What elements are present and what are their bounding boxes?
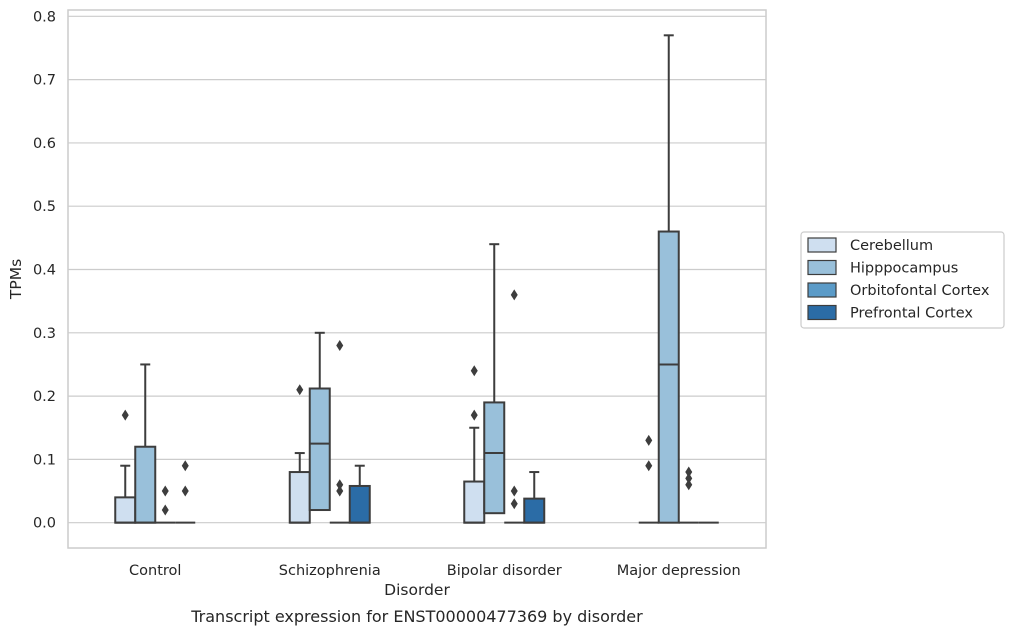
legend-label: Prefrontal Cortex xyxy=(850,306,973,322)
box-hipppocampus xyxy=(308,331,331,512)
box-iqr xyxy=(483,401,506,515)
box-prefrontal-cortex xyxy=(348,464,371,524)
box-iqr xyxy=(134,445,157,524)
x-tick-label: Schizophrenia xyxy=(279,563,381,579)
outlier-point xyxy=(510,289,518,301)
y-axis-ticks: 0.0 0.1 0.2 0.3 0.4 0.5 0.6 0.7 0.8 xyxy=(33,9,56,531)
box-cerebellum xyxy=(114,409,137,524)
outlier-point xyxy=(685,472,693,484)
y-tick-label: 0.8 xyxy=(33,9,56,25)
box-iqr xyxy=(657,230,680,524)
box-orbitofontal-cortex xyxy=(678,466,699,524)
x-tick-label: Control xyxy=(129,563,181,579)
x-tick-label: Major depression xyxy=(617,563,741,579)
grid-lines xyxy=(68,15,766,524)
box-hipppocampus xyxy=(134,363,157,524)
outlier-point xyxy=(336,339,344,351)
x-tick-label: Bipolar disorder xyxy=(447,563,562,579)
box-cerebellum xyxy=(638,434,659,524)
box-cerebellum xyxy=(463,365,486,524)
outlier-point xyxy=(510,485,518,497)
outlier-point xyxy=(161,485,169,497)
outlier-point xyxy=(685,479,693,491)
y-axis-title: TPMs xyxy=(7,259,25,300)
outlier-point xyxy=(336,485,344,497)
outlier-point xyxy=(470,409,478,421)
outlier-point xyxy=(181,485,189,497)
box-hipppocampus xyxy=(483,243,506,515)
box-prefrontal-cortex xyxy=(523,471,546,524)
x-axis-ticks: Control Schizophrenia Bipolar disorder Majo… xyxy=(129,563,741,579)
box-iqr xyxy=(463,480,486,524)
outlier-point xyxy=(685,466,693,478)
outlier-point xyxy=(336,479,344,491)
y-tick-label: 0.7 xyxy=(33,73,56,89)
legend-swatch xyxy=(807,282,837,298)
box-prefrontal-cortex xyxy=(175,460,196,524)
outlier-point xyxy=(645,460,653,472)
box-iqr xyxy=(308,387,331,512)
box-hipppocampus xyxy=(657,34,680,524)
legend-swatch xyxy=(807,259,837,276)
outlier-point xyxy=(121,409,129,421)
box-iqr xyxy=(288,471,311,524)
chart-caption: Transcript expression for ENST0000047736… xyxy=(190,607,643,626)
box-iqr xyxy=(114,496,137,524)
outlier-point xyxy=(645,434,653,446)
legend-label: Orbitofontal Cortex xyxy=(850,283,990,299)
legend-swatch xyxy=(807,304,837,321)
x-axis-title: Disorder xyxy=(384,581,450,599)
legend-box xyxy=(800,231,1005,329)
y-tick-label: 0.4 xyxy=(33,263,56,279)
box-iqr xyxy=(348,484,371,524)
box-orbitofontal-cortex xyxy=(504,289,525,524)
box-orbitofontal-cortex xyxy=(155,485,176,524)
plot-frame xyxy=(67,9,767,549)
y-tick-label: 0.1 xyxy=(33,452,56,468)
outlier-point xyxy=(161,504,169,516)
box-cerebellum xyxy=(288,384,311,524)
y-tick-label: 0.0 xyxy=(33,516,56,532)
y-tick-label: 0.3 xyxy=(33,326,56,342)
outlier-point xyxy=(470,365,478,377)
box-orbitofontal-cortex xyxy=(329,339,350,524)
legend-label: Cerebellum xyxy=(850,238,933,254)
outlier-point xyxy=(181,460,189,472)
y-tick-label: 0.2 xyxy=(33,389,56,405)
box-plot-series xyxy=(114,34,719,524)
legend-label: Hipppocampus xyxy=(850,261,958,277)
legend: Cerebellum Hipppocampus Orbitofontal Corte… xyxy=(800,231,1005,329)
y-tick-label: 0.5 xyxy=(33,199,56,215)
outlier-point xyxy=(296,384,304,396)
outlier-point xyxy=(510,498,518,510)
legend-swatch xyxy=(807,237,837,253)
y-tick-label: 0.6 xyxy=(33,136,56,152)
box-iqr xyxy=(523,497,546,524)
